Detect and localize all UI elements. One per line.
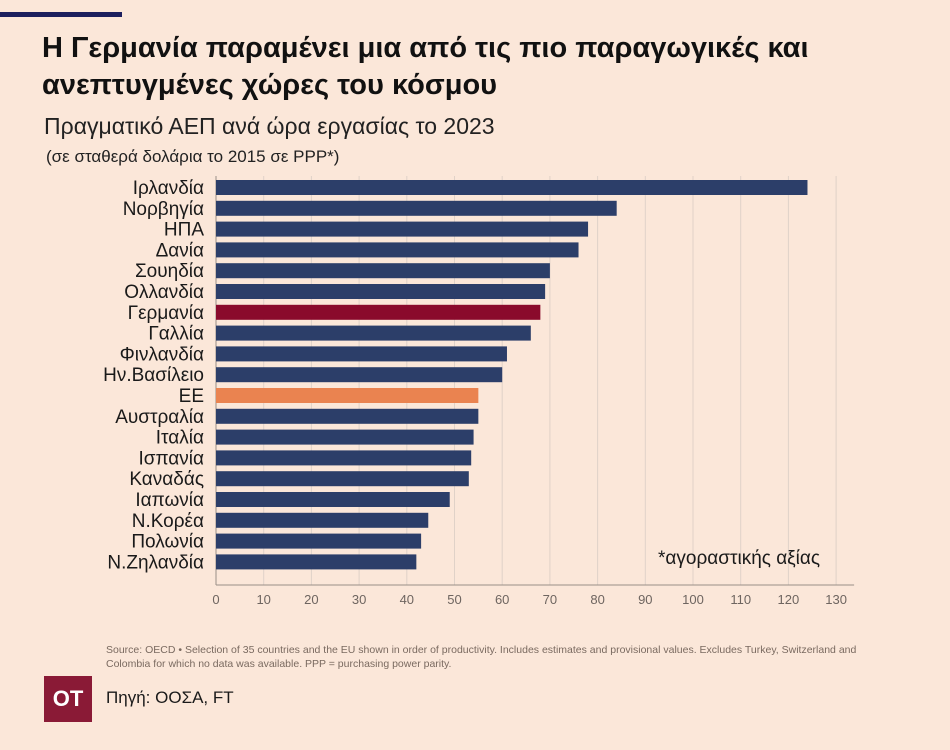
x-tick-label: 70 (543, 592, 557, 607)
bar (216, 492, 450, 507)
bar (216, 200, 617, 216)
bar (216, 180, 808, 195)
category-label: Ιρλανδία (133, 178, 204, 199)
bar (216, 388, 479, 403)
x-tick-label: 10 (256, 592, 270, 607)
accent-bar (0, 12, 122, 17)
bar (216, 367, 503, 383)
bar (216, 533, 422, 549)
x-tick-label: 120 (778, 592, 800, 607)
footnote: *αγοραστικής αξίας (658, 548, 821, 569)
bar (216, 263, 550, 279)
category-label: Καναδάς (129, 469, 204, 490)
chart-subtitle: Πραγματικό ΑΕΠ ανά ώρα εργασίας το 2023 (44, 113, 495, 139)
category-label: Ολλανδία (124, 282, 204, 303)
category-label: ΗΠΑ (164, 220, 204, 241)
category-label: Δανία (156, 240, 204, 261)
x-tick-labels: 0 10 20 30 40 50 60 70 80 90 100 110 120 130 (212, 592, 847, 607)
category-label: Γαλλία (148, 324, 204, 345)
x-tick-label: 80 (590, 592, 604, 607)
x-tick-label: 100 (682, 592, 704, 607)
bar (216, 346, 507, 362)
source-note: Source: OECD • Selection of 35 countries… (106, 644, 857, 670)
bar (216, 408, 479, 424)
bar (216, 512, 429, 528)
bar (216, 242, 579, 258)
x-tick-label: 40 (400, 592, 414, 607)
bar (216, 471, 469, 487)
category-labels: ΙρλανδίαΝορβηγίαΗΠΑΔανίαΣουηδίαΟλλανδίαΓ… (103, 178, 204, 573)
category-label: ΕΕ (179, 386, 204, 407)
category-label: Ισπανία (138, 448, 204, 469)
bar (216, 221, 589, 237)
chart-units: (σε σταθερά δολάρια το 2015 σε PPP*) (46, 147, 340, 166)
category-label: Γερμανία (128, 303, 204, 324)
category-label: Ν.Κορέα (132, 511, 204, 532)
bar-chart: ΙρλανδίαΝορβηγίαΗΠΑΔανίαΣουηδίαΟλλανδίαΓ… (103, 176, 855, 607)
category-label: Ην.Βασίλειο (103, 365, 204, 386)
x-tick-label: 20 (304, 592, 318, 607)
bar (216, 554, 417, 570)
bar (216, 450, 472, 466)
bars (216, 180, 808, 570)
category-label: Σουηδία (135, 261, 204, 282)
x-tick-label: 0 (212, 592, 219, 607)
bar (216, 429, 474, 445)
logo: OT (44, 676, 92, 722)
category-label: Ιταλία (156, 428, 204, 449)
category-label: Ιαπωνία (135, 490, 204, 511)
bar (216, 284, 546, 299)
source-credit: Πηγή: ΟΟΣΑ, FT (106, 688, 234, 707)
x-tick-label: 50 (447, 592, 461, 607)
x-tick-label: 60 (495, 592, 509, 607)
page-title: Η Γερμανία παραμένει μια από τις πιο παρ… (42, 32, 809, 101)
x-tick-label: 30 (352, 592, 366, 607)
bar (216, 325, 531, 341)
category-label: Ν.Ζηλανδία (107, 552, 204, 573)
x-tick-label: 130 (825, 592, 847, 607)
category-label: Νορβηγία (123, 199, 204, 220)
x-tick-label: 90 (638, 592, 652, 607)
category-label: Πολωνία (131, 532, 204, 553)
category-label: Αυστραλία (115, 407, 204, 428)
bar (216, 304, 541, 320)
x-tick-label: 110 (730, 592, 751, 607)
category-label: Φινλανδία (120, 344, 204, 365)
